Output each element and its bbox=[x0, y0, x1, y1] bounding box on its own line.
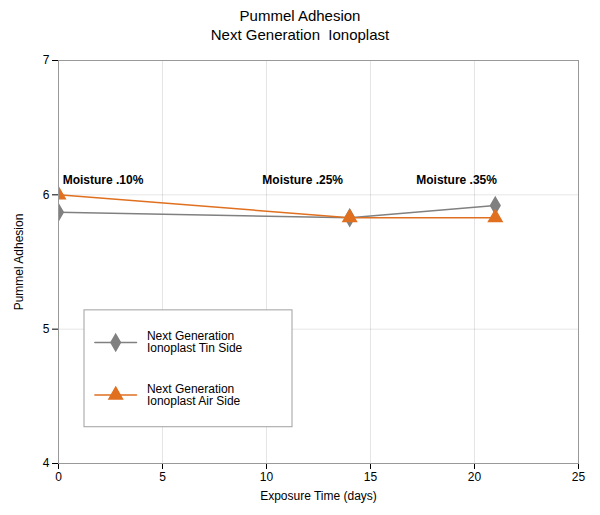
html-text:Pummel Adhesion: Pummel Adhesion bbox=[239, 7, 361, 24]
svg-text:Next GenerationIonoplast Tin S: Next GenerationIonoplast Tin Side bbox=[147, 329, 243, 355]
svg-text:Exposure Time (days): Exposure Time (days) bbox=[260, 489, 377, 503]
svg-text:0: 0 bbox=[55, 470, 62, 484]
svg-text:15: 15 bbox=[364, 470, 378, 484]
svg-text:Next GenerationIonoplast Air S: Next GenerationIonoplast Air Side bbox=[147, 382, 241, 408]
svg-text:4: 4 bbox=[43, 456, 50, 470]
svg-text:25: 25 bbox=[572, 470, 586, 484]
svg-text:Pummel Adhesion: Pummel Adhesion bbox=[12, 214, 26, 311]
svg-text:7: 7 bbox=[43, 53, 50, 67]
svg-text:5: 5 bbox=[43, 322, 50, 336]
svg-text:Moisture .25%: Moisture .25% bbox=[262, 173, 343, 187]
svg-text:Moisture .10%: Moisture .10% bbox=[63, 173, 144, 187]
html-text:Next Generation Ionoplast: Next Generation Ionoplast bbox=[210, 26, 390, 43]
svg-text:5: 5 bbox=[159, 470, 166, 484]
svg-text:6: 6 bbox=[43, 188, 50, 202]
svg-text:Moisture .35%: Moisture .35% bbox=[416, 173, 497, 187]
svg-text:20: 20 bbox=[468, 470, 482, 484]
svg-text:10: 10 bbox=[260, 470, 274, 484]
